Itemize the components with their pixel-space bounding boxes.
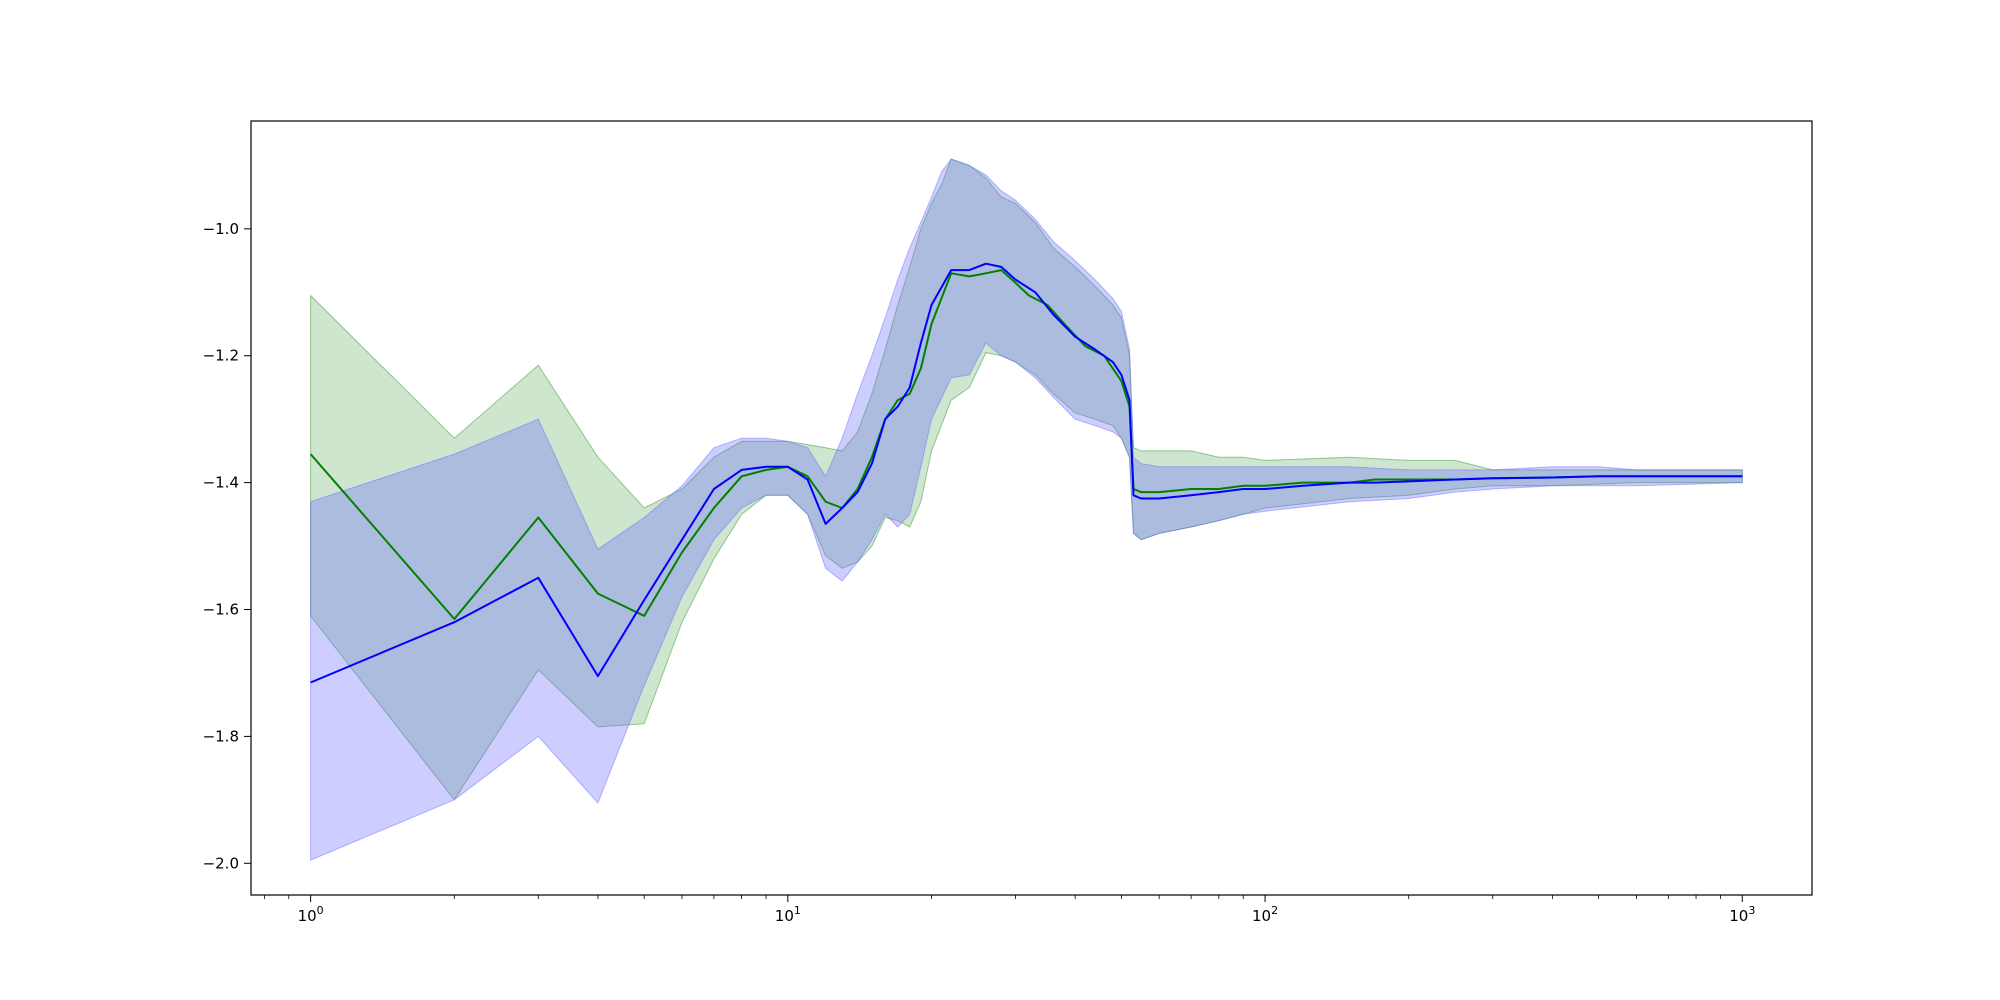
x-tick-label: 101 xyxy=(775,904,801,925)
y-tick-label: −1.6 xyxy=(203,601,239,619)
plot-background xyxy=(251,121,1812,895)
y-tick-label: −1.8 xyxy=(203,727,239,745)
y-tick-label: −2.0 xyxy=(203,854,239,872)
x-tick-label: 103 xyxy=(1729,904,1755,925)
x-tick-label: 102 xyxy=(1252,904,1278,925)
series-2-line xyxy=(310,262,1743,684)
series-lines xyxy=(309,262,1743,684)
y-axis: −1.0 −1.2 −1.4 −1.6 −1.8 −2.0 xyxy=(203,220,251,872)
y-tick-label: −1.2 xyxy=(203,347,239,365)
series-2-band xyxy=(310,158,1743,861)
x-axis: 100 101 102 103 xyxy=(263,895,1755,925)
x-tick-label: 100 xyxy=(298,904,324,925)
plot-frame xyxy=(250,120,1813,896)
y-tick-label: −1.4 xyxy=(203,474,239,492)
y-tick-label: −1.0 xyxy=(203,220,239,238)
